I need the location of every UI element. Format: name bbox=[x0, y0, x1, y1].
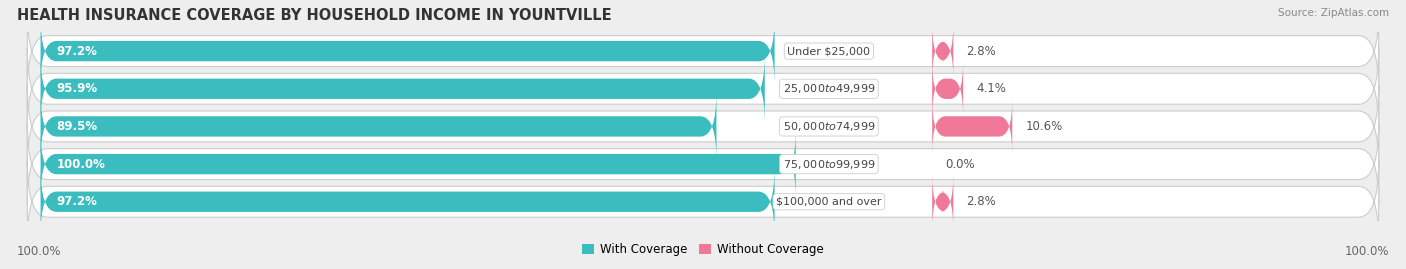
FancyBboxPatch shape bbox=[41, 54, 765, 124]
Text: 100.0%: 100.0% bbox=[17, 245, 62, 258]
Text: 10.6%: 10.6% bbox=[1025, 120, 1063, 133]
Text: 4.1%: 4.1% bbox=[976, 82, 1007, 95]
Text: 2.8%: 2.8% bbox=[966, 45, 997, 58]
FancyBboxPatch shape bbox=[932, 24, 953, 79]
Text: $25,000 to $49,999: $25,000 to $49,999 bbox=[783, 82, 875, 95]
Text: 100.0%: 100.0% bbox=[1344, 245, 1389, 258]
Text: $50,000 to $74,999: $50,000 to $74,999 bbox=[783, 120, 875, 133]
Text: $100,000 and over: $100,000 and over bbox=[776, 197, 882, 207]
Text: $75,000 to $99,999: $75,000 to $99,999 bbox=[783, 158, 875, 171]
FancyBboxPatch shape bbox=[41, 167, 775, 237]
Text: HEALTH INSURANCE COVERAGE BY HOUSEHOLD INCOME IN YOUNTVILLE: HEALTH INSURANCE COVERAGE BY HOUSEHOLD I… bbox=[17, 8, 612, 23]
FancyBboxPatch shape bbox=[932, 61, 963, 116]
Text: 2.8%: 2.8% bbox=[966, 195, 997, 208]
FancyBboxPatch shape bbox=[27, 10, 1379, 92]
FancyBboxPatch shape bbox=[932, 174, 953, 229]
FancyBboxPatch shape bbox=[27, 48, 1379, 130]
Text: 97.2%: 97.2% bbox=[56, 195, 97, 208]
FancyBboxPatch shape bbox=[41, 129, 796, 199]
FancyBboxPatch shape bbox=[932, 99, 1012, 154]
FancyBboxPatch shape bbox=[27, 85, 1379, 168]
FancyBboxPatch shape bbox=[41, 16, 775, 86]
Text: 95.9%: 95.9% bbox=[56, 82, 97, 95]
Text: Source: ZipAtlas.com: Source: ZipAtlas.com bbox=[1278, 8, 1389, 18]
Legend: With Coverage, Without Coverage: With Coverage, Without Coverage bbox=[582, 243, 824, 256]
Text: 0.0%: 0.0% bbox=[945, 158, 976, 171]
FancyBboxPatch shape bbox=[27, 123, 1379, 205]
Text: 100.0%: 100.0% bbox=[56, 158, 105, 171]
Text: Under $25,000: Under $25,000 bbox=[787, 46, 870, 56]
FancyBboxPatch shape bbox=[27, 161, 1379, 243]
Text: 97.2%: 97.2% bbox=[56, 45, 97, 58]
Text: 89.5%: 89.5% bbox=[56, 120, 97, 133]
FancyBboxPatch shape bbox=[41, 91, 717, 161]
